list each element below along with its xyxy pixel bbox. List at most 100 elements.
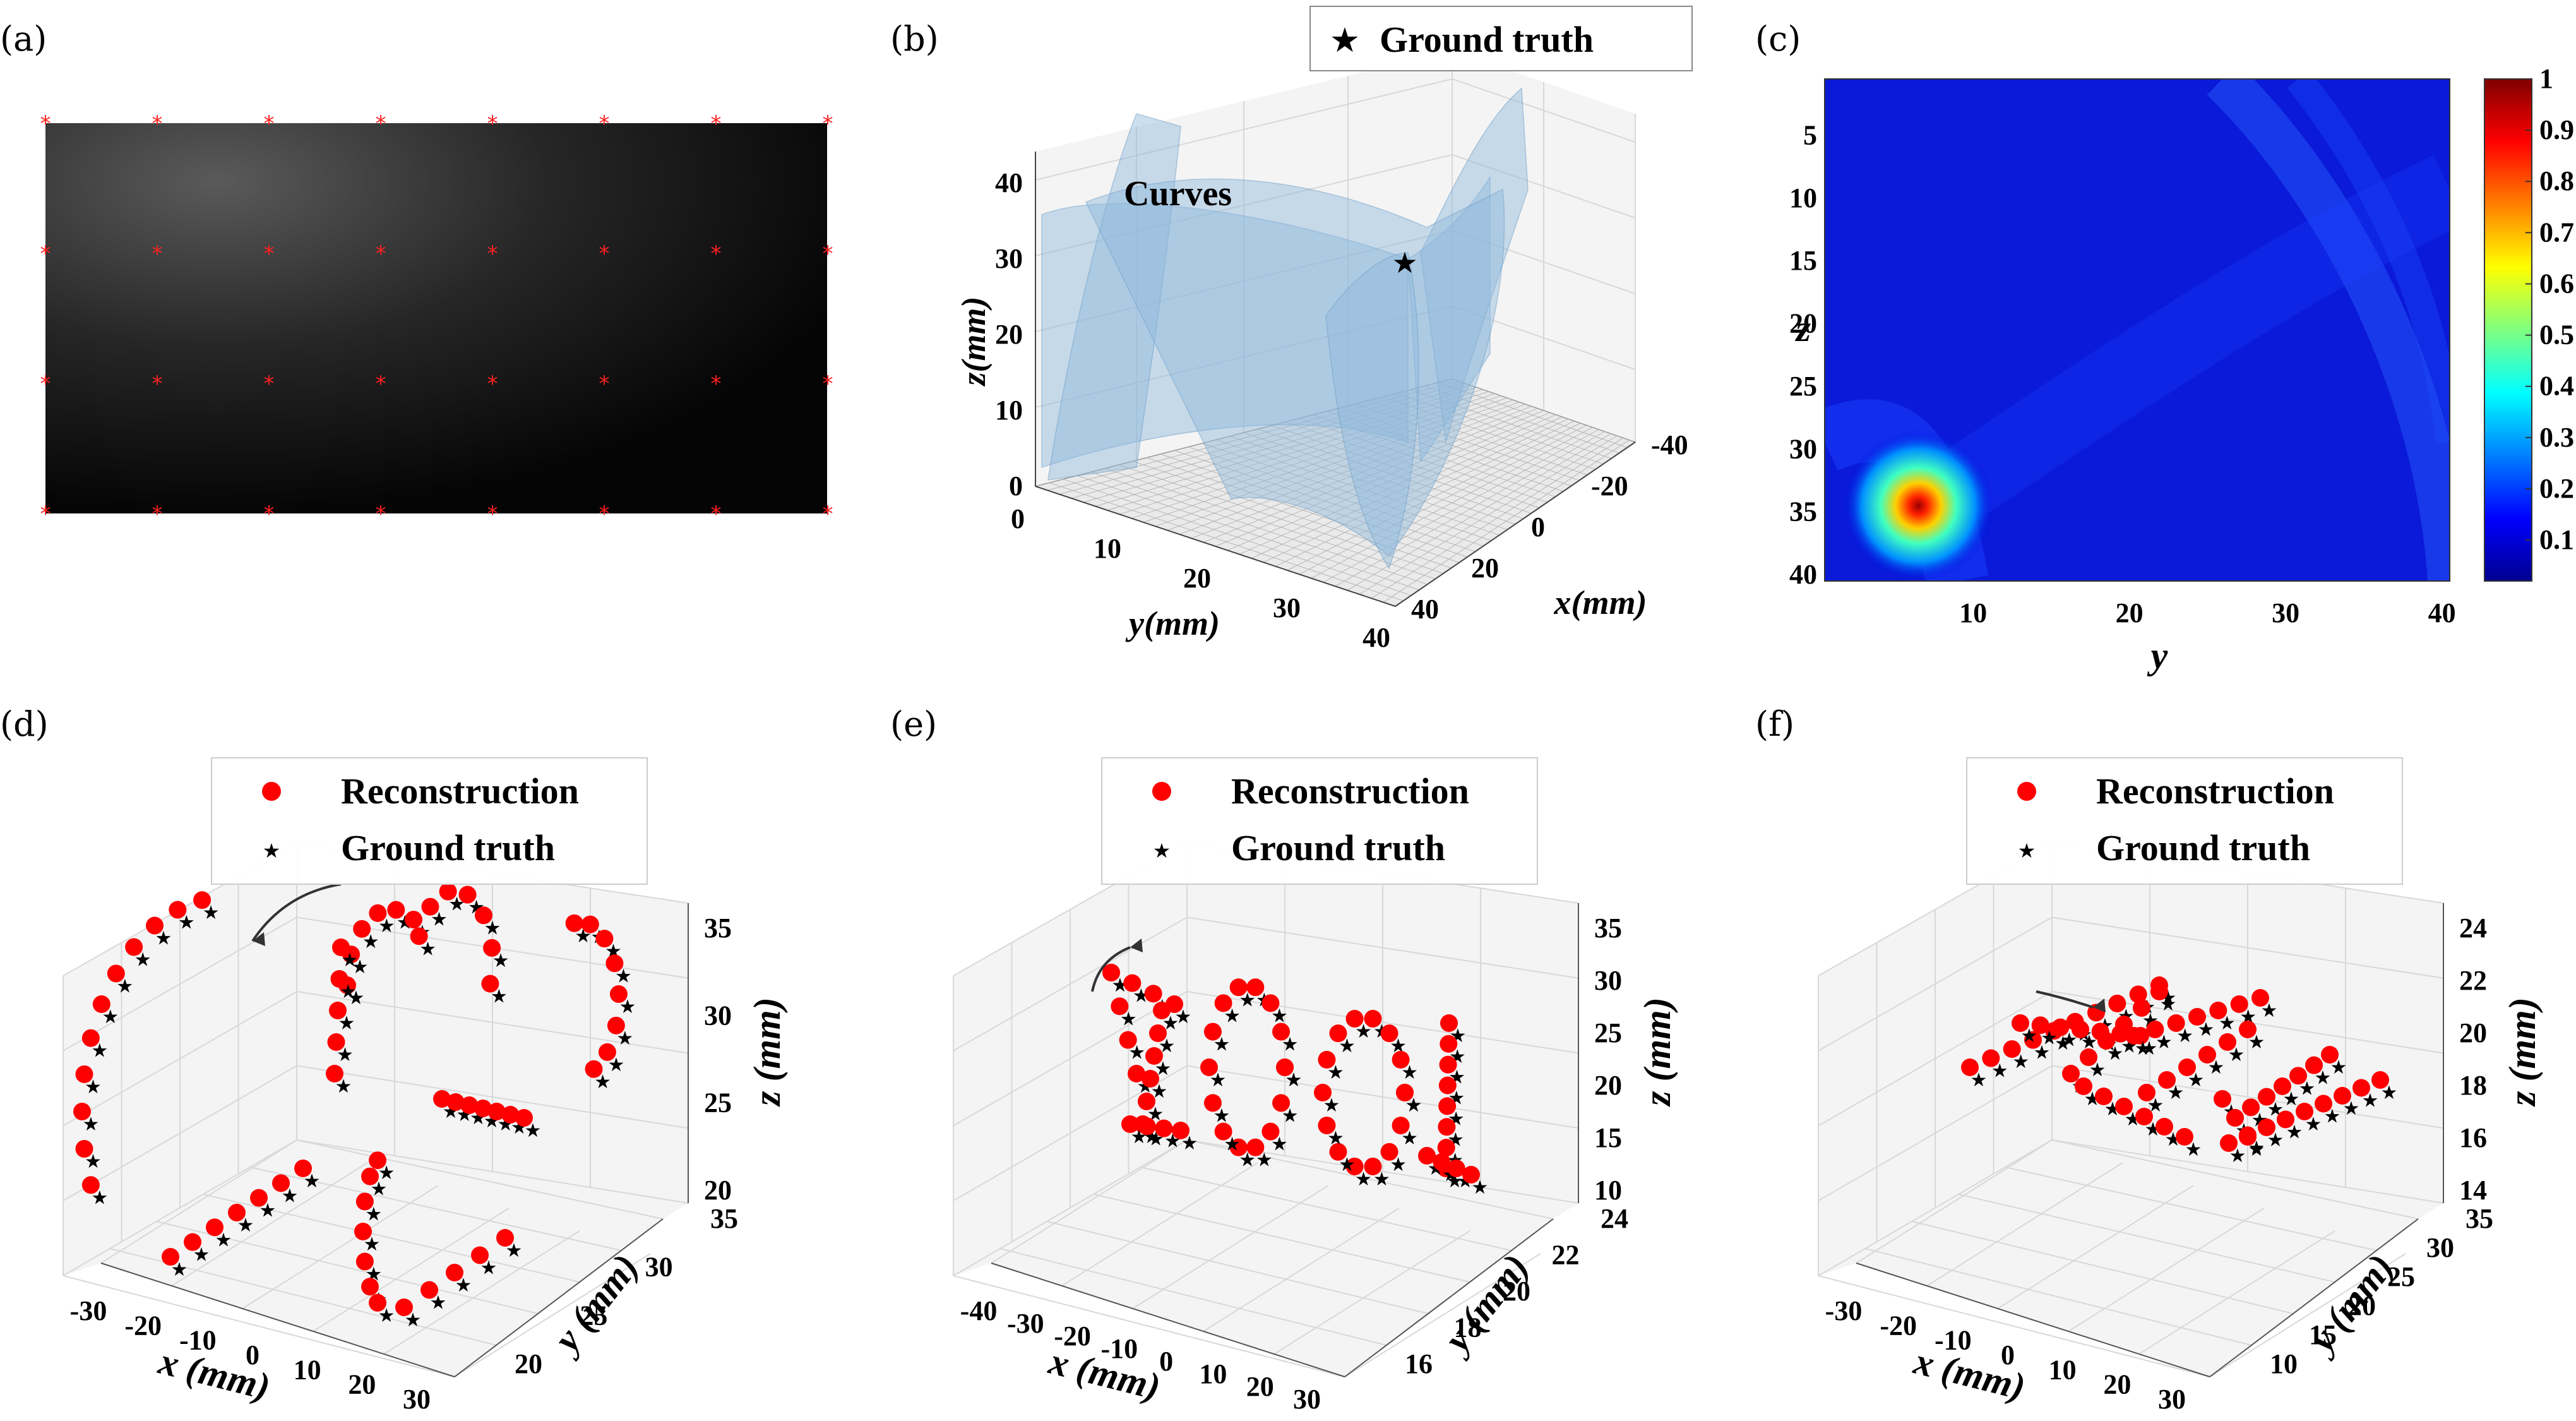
z-tick-label: 30 [704, 1000, 732, 1031]
x-tick-label: 30 [1293, 1384, 1321, 1415]
panel-c-colorbar-tick-label: 0.5 [2539, 320, 2574, 351]
x-tick-label: 10 [294, 1354, 321, 1385]
reconstruction-point [1111, 997, 1129, 1016]
legend-ground-truth-label: Ground truth [1231, 827, 1445, 868]
panel-a-marker: * [487, 111, 498, 136]
reconstruction-point [1961, 1058, 1979, 1076]
reconstruction-point [2051, 1018, 2070, 1036]
reconstruction-point [1261, 994, 1280, 1012]
panel-a-marker: * [599, 111, 610, 136]
reconstruction-point [326, 1065, 343, 1082]
reconstruction-point [1128, 1065, 1145, 1082]
panel-b-y-tick-label: 0 [1531, 512, 1545, 543]
reconstruction-point [405, 911, 422, 929]
reconstruction-point [2062, 1065, 2080, 1082]
reconstruction-point [2296, 1103, 2313, 1120]
reconstruction-point [355, 1192, 374, 1211]
reconstruction-point [107, 964, 125, 983]
reconstruction-point [361, 1278, 379, 1296]
panel-c-colorbar [2484, 78, 2532, 582]
reconstruction-point [2003, 1040, 2021, 1058]
panel-d-scatter3d: ★★★★★★★★★★★★★★★★★★★★★★ ★★★★★★★★★ ★★★★★★★★★… [63, 757, 788, 1415]
reconstruction-point [327, 1033, 345, 1051]
panel-a-marker-grid: * * * * * * * * * * * * * * * * * * * * * * * * * * * * * * * * [40, 111, 833, 527]
reconstruction-point [1276, 1058, 1294, 1076]
y-tick-label: 25 [580, 1300, 607, 1331]
panel-b-curves-surfaces [1041, 87, 1529, 570]
reconstruction-point [1392, 1050, 1410, 1069]
panel-a-marker: * [40, 501, 51, 527]
reconstruction-point [474, 906, 492, 925]
x-tick-label: -10 [179, 1325, 217, 1356]
x-tick-label: -20 [1054, 1321, 1091, 1352]
legend-ground-truth-label: Ground truth [341, 827, 555, 868]
reconstruction-point [2095, 1088, 2113, 1105]
reconstruction-point [2135, 1108, 2153, 1125]
reconstruction-point [565, 914, 583, 932]
panel-c-y-tick-label: 15 [1789, 245, 1817, 276]
reconstruction-point [1396, 1084, 1414, 1101]
direction-arrow-head [253, 932, 265, 946]
panel-b-z-axis-label: z(mm) [955, 297, 993, 387]
z-tick-label: 20 [704, 1175, 732, 1206]
reconstruction-point [2156, 1118, 2173, 1136]
reconstruction-point [1440, 1014, 1458, 1032]
reconstruction-point [2214, 1090, 2231, 1108]
reconstruction-point [330, 970, 349, 988]
legend-ground-truth-icon: ★ [263, 839, 281, 863]
reconstruction-point [1119, 1031, 1137, 1049]
panel-c-y-tick-label: 30 [1789, 433, 1817, 464]
reconstruction-point [2277, 1110, 2294, 1129]
reconstruction-point [2125, 1027, 2143, 1045]
panel-b-z-tick-label: 10 [995, 395, 1023, 426]
legend-ground-truth-icon: ★ [1153, 839, 1171, 863]
panel-a-marker: * [376, 111, 386, 136]
reconstruction-point [1172, 1122, 1190, 1139]
reconstruction-point [81, 1176, 100, 1194]
reconstruction-point [433, 1090, 451, 1108]
panel-a-marker: * [711, 241, 722, 267]
reconstruction-point [2251, 989, 2269, 1007]
reconstruction-point [2146, 1021, 2164, 1038]
panel-b-y-tick-label: -20 [1591, 471, 1628, 501]
reconstruction-point [1246, 1138, 1265, 1156]
reconstruction-point [2258, 1118, 2275, 1136]
reconstruction-point [193, 891, 212, 909]
reconstruction-point [329, 1002, 347, 1019]
y-tick-label: 30 [645, 1252, 673, 1283]
z-tick-label: 25 [1594, 1017, 1622, 1048]
reconstruction-point [353, 920, 371, 938]
x-tick-label: -20 [1880, 1310, 1917, 1341]
y-tick-label: 15 [2309, 1319, 2337, 1350]
direction-arrow-head [2093, 998, 2106, 1012]
legend-box [1966, 757, 2403, 885]
reconstruction-point [471, 1246, 489, 1264]
reconstruction-point [1145, 1047, 1163, 1065]
panel-b-ground-truth-marker: ★ [1392, 246, 1417, 280]
reconstruction-point [75, 1065, 93, 1083]
x-tick-label: 20 [348, 1369, 376, 1400]
panel-a-marker: * [152, 111, 163, 136]
panel-c-y-tick-label: 35 [1789, 496, 1817, 527]
reconstruction-point [1418, 1147, 1436, 1165]
panel-c-colorbar-tick-label: 0.9 [2539, 114, 2574, 145]
reconstruction-point [481, 974, 499, 993]
x-tick-label: 20 [2103, 1369, 2131, 1400]
reconstruction-point [1138, 1093, 1155, 1110]
reconstruction-point [487, 1103, 506, 1120]
reconstruction-point [1203, 1022, 1222, 1041]
panel-c-colorbar-tick-label: 1 [2539, 63, 2553, 94]
panel-c-heatmap: 5 10 15 20 25 30 35 40 10 20 30 40 z y 1 0.9 0.8 0.7 0… [1789, 63, 2574, 676]
reconstruction-point [2115, 1098, 2133, 1115]
x-tick-label: -30 [1007, 1308, 1044, 1339]
panel-b-legend [1309, 6, 1693, 71]
reconstruction-point [439, 882, 457, 901]
reconstruction-point [595, 930, 614, 948]
reconstruction-point [1155, 1119, 1173, 1137]
reconstruction-point [581, 915, 599, 933]
z-tick-label: 22 [2459, 965, 2487, 996]
panel-c-y-tick-label: 25 [1789, 371, 1817, 402]
panel-b-x-tick-label: 10 [1094, 533, 1121, 564]
y-tick-label: 20 [1503, 1276, 1530, 1307]
